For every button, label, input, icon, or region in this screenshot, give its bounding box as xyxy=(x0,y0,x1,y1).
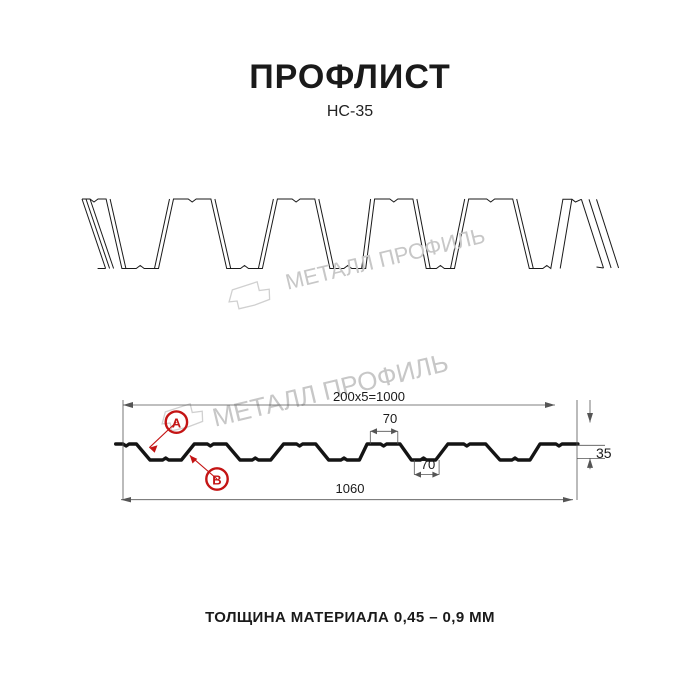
svg-text:A: A xyxy=(172,416,182,431)
svg-text:B: B xyxy=(212,473,221,488)
